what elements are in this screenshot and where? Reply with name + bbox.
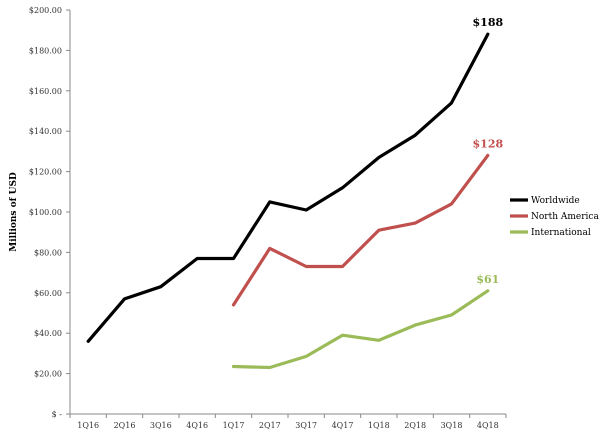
y-tick-label: $160.00 — [29, 87, 62, 96]
y-axis-label: Millions of USD — [9, 172, 19, 252]
x-tick-label: 4Q17 — [332, 421, 354, 430]
data-label-worldwide: $188 — [473, 16, 504, 29]
x-tick-label: 1Q16 — [77, 421, 99, 430]
y-tick-label: $60.00 — [34, 289, 62, 298]
legend-label-worldwide: Worldwide — [531, 196, 580, 206]
series-lines — [86, 32, 490, 370]
x-tick-label: 2Q17 — [259, 421, 281, 430]
x-tick-label: 4Q18 — [477, 421, 499, 430]
x-tick-label: 1Q18 — [368, 421, 390, 430]
x-tick-label: 2Q16 — [114, 421, 136, 430]
y-axis-ticks: $ - $20.00 $40.00 $60.00 $80.00 $100.00 $120.0… — [29, 6, 70, 419]
x-axis-ticks: 1Q16 2Q16 3Q16 4Q16 1Q17 2Q17 3Q17 4Q17 1Q18 2Q18… — [69, 414, 507, 430]
data-label-international: $61 — [476, 273, 499, 286]
x-tick-label: 4Q16 — [186, 421, 208, 430]
legend-label-north-america: North America — [531, 212, 599, 222]
x-tick-label: 3Q16 — [150, 421, 172, 430]
y-tick-label: $40.00 — [34, 329, 62, 338]
series-line-international — [231, 289, 490, 370]
x-tick-label: 3Q17 — [295, 421, 317, 430]
data-label-north-america: $128 — [473, 137, 504, 150]
legend-label-international: International — [531, 228, 591, 238]
x-tick-label: 3Q18 — [441, 421, 463, 430]
x-tick-label: 2Q18 — [404, 421, 426, 430]
axes — [69, 10, 506, 415]
y-tick-label: $80.00 — [34, 248, 62, 257]
y-tick-label: $200.00 — [29, 6, 62, 15]
data-labels: $188 $128 $61 — [473, 16, 504, 286]
y-tick-label: $140.00 — [29, 127, 62, 136]
y-tick-label: $180.00 — [29, 46, 62, 55]
series-line-north-america — [231, 153, 490, 307]
x-tick-label: 1Q17 — [223, 421, 245, 430]
y-tick-label: $ - — [52, 410, 63, 419]
y-tick-label: $120.00 — [29, 168, 62, 177]
y-tick-label: $20.00 — [34, 370, 62, 379]
series-line-worldwide — [86, 32, 490, 343]
y-tick-label: $100.00 — [29, 208, 62, 217]
legend: Worldwide North America International — [510, 196, 599, 238]
